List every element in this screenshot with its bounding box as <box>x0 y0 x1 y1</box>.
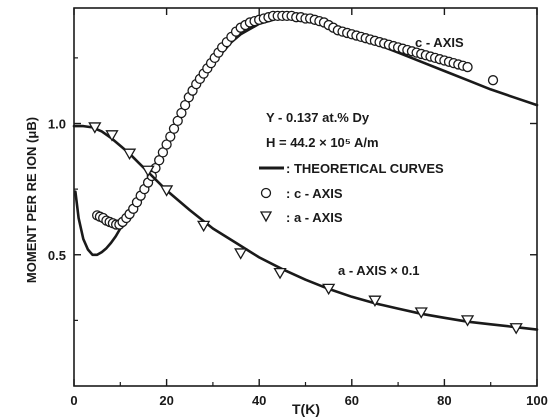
legend-circle-marker <box>260 187 272 199</box>
x-tick-label: 20 <box>159 393 173 408</box>
x-tick-label: 80 <box>437 393 451 408</box>
data-point-a-axis <box>122 148 137 160</box>
data-point-a-axis <box>141 165 155 178</box>
data-point-a-axis <box>460 315 475 327</box>
x-tick-label: 40 <box>252 393 266 408</box>
legend-triangle-marker <box>259 211 273 223</box>
data-point-c-axis <box>462 61 473 73</box>
data-point-a-axis <box>509 323 523 335</box>
y-tick-label: 1.0 <box>48 117 66 132</box>
annotation-a-axis: a - AXIS × 0.1 <box>338 263 420 278</box>
data-point-a-axis <box>88 122 102 134</box>
data-point-a-axis <box>273 267 287 280</box>
data-point-a-axis <box>322 283 336 296</box>
annotation-c-axis: c - AXIS <box>415 35 464 50</box>
legend-a-axis-label: : a - AXIS <box>286 210 343 225</box>
data-point-a-axis <box>414 307 428 319</box>
data-point-a-axis <box>234 248 248 260</box>
legend-c-axis-label: : c - AXIS <box>286 186 343 201</box>
legend-theoretical-label: : THEORETICAL CURVES <box>286 161 444 176</box>
x-tick-label: 60 <box>345 393 359 408</box>
data-point-a-axis <box>368 295 382 307</box>
axes: 0 20 40 60 80 100 0.5 1.0 <box>48 7 548 408</box>
data-point-a-axis <box>105 130 119 142</box>
data-point-a-axis <box>159 185 174 197</box>
y-axis-label: MOMENT PER RE ION (μB) <box>24 117 39 283</box>
legend: Y - 0.137 at.% Dy H = 44.2 × 10⁵ A/m : T… <box>259 110 444 225</box>
data-point-a-axis <box>197 220 211 233</box>
theoretical-curve-a-axis-0-1 <box>72 124 539 331</box>
x-tick-label: 100 <box>526 393 548 408</box>
series-layer <box>72 10 539 335</box>
x-tick-label: 0 <box>70 393 77 408</box>
legend-field-line: H = 44.2 × 10⁵ A/m <box>266 135 379 150</box>
x-axis-label: T(K) <box>292 401 320 417</box>
data-point-c-axis <box>487 75 499 86</box>
y-tick-label: 0.5 <box>48 248 66 263</box>
legend-sample-line: Y - 0.137 at.% Dy <box>266 110 370 125</box>
